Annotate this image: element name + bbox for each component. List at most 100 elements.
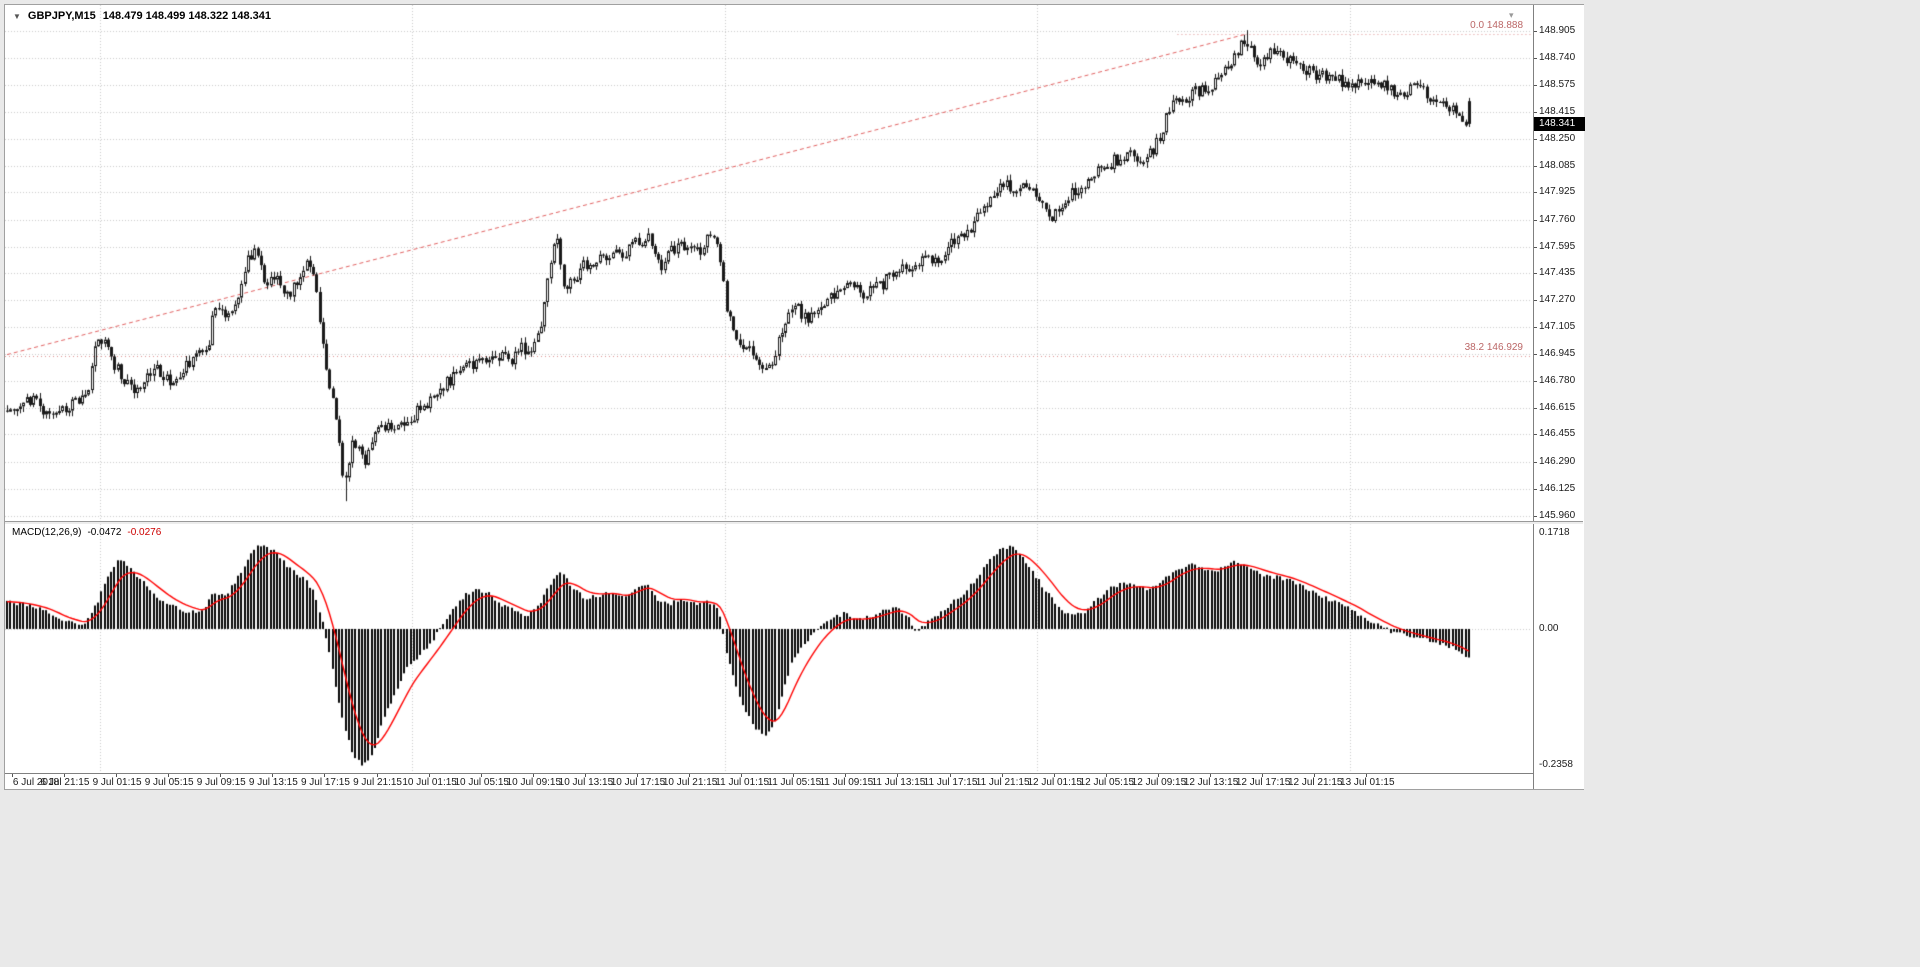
- price-axis-label: 148.905: [1539, 25, 1576, 36]
- time-axis-label: 6 Jul 21:15: [40, 777, 90, 788]
- price-axis-tick: [1534, 192, 1537, 193]
- macd-header: MACD(12,26,9) -0.0472 -0.0276: [12, 527, 161, 538]
- macd-main-value: -0.0472: [87, 527, 122, 538]
- time-axis-label: 11 Jul 05:15: [767, 777, 822, 788]
- price-axis-tick: [1534, 489, 1537, 490]
- price-axis-tick: [1534, 462, 1537, 463]
- time-axis-tick: [116, 774, 117, 777]
- panel-splitter[interactable]: [5, 521, 1583, 524]
- time-axis-tick: [845, 774, 846, 777]
- time-axis-label: 12 Jul 05:15: [1079, 777, 1135, 788]
- price-axis-tick: [1534, 85, 1537, 86]
- time-axis-tick: [1158, 774, 1159, 777]
- time-axis-label: 12 Jul 01:15: [1027, 777, 1082, 788]
- price-axis-tick: [1534, 434, 1537, 435]
- time-axis-label: 12 Jul 21:15: [1287, 777, 1343, 788]
- time-axis-tick: [168, 774, 169, 777]
- price-axis-label: 148.085: [1539, 160, 1576, 172]
- price-axis-label: 147.595: [1539, 240, 1576, 252]
- price-axis-label: 147.270: [1539, 294, 1576, 306]
- time-axis-label: 11 Jul 09:15: [819, 777, 874, 788]
- time-axis-label: 9 Jul 17:15: [300, 777, 350, 788]
- price-axis[interactable]: 148.341 148.905 148.740 148.575 148.415 148.…: [1533, 5, 1585, 789]
- price-axis-label: 146.945: [1539, 347, 1576, 359]
- time-axis[interactable]: 6 Jul 2018 6 Jul 21:15 9 Jul 01:15 9 Jul 05…: [5, 773, 1533, 789]
- time-axis-label: 9 Jul 05:15: [144, 777, 194, 788]
- time-axis-tick: [585, 774, 586, 777]
- time-axis-label: 10 Jul 01:15: [402, 777, 457, 788]
- time-axis-label: 10 Jul 09:15: [506, 777, 562, 788]
- time-axis-label: 12 Jul 17:15: [1235, 777, 1291, 788]
- price-axis-tick: [1534, 273, 1537, 274]
- price-axis-tick: [1534, 516, 1537, 517]
- price-axis-tick: [1534, 31, 1537, 32]
- time-axis-tick: [1002, 774, 1003, 777]
- time-axis-label: 9 Jul 09:15: [196, 777, 246, 788]
- one-click-trading-icon[interactable]: ▼: [13, 11, 21, 21]
- time-axis-tick: [793, 774, 794, 777]
- time-axis-tick: [533, 774, 534, 777]
- time-axis-label: 9 Jul 21:15: [353, 777, 402, 788]
- time-axis-tick: [377, 774, 378, 777]
- time-axis-tick: [689, 774, 690, 777]
- price-axis-label: 145.960: [1539, 510, 1576, 521]
- price-axis-tick: [1534, 408, 1537, 409]
- time-axis-label: 13 Jul 01:15: [1340, 777, 1395, 788]
- fibo-level-0-label: 0.0 148.888: [1470, 19, 1523, 31]
- price-axis-label: 147.435: [1539, 267, 1576, 279]
- fibo-level-382-label: 38.2 146.929: [1464, 342, 1523, 354]
- time-axis-tick: [481, 774, 482, 777]
- time-axis-tick: [272, 774, 273, 777]
- time-axis-label: 11 Jul 17:15: [923, 777, 978, 788]
- price-axis-label: 146.125: [1539, 482, 1576, 494]
- price-axis-label: 148.575: [1539, 79, 1576, 91]
- time-axis-tick: [637, 774, 638, 777]
- time-axis-tick: [1262, 774, 1263, 777]
- price-axis-label: 146.780: [1539, 374, 1576, 386]
- price-axis-tick: [1534, 220, 1537, 221]
- time-axis-tick: [1106, 774, 1107, 777]
- time-axis-label: 10 Jul 17:15: [610, 777, 666, 788]
- price-axis-tick: [1534, 166, 1537, 167]
- price-axis-tick: [1534, 381, 1537, 382]
- time-axis-tick: [741, 774, 742, 777]
- macd-axis-label: 0.1718: [1539, 527, 1570, 538]
- time-axis-tick: [1366, 774, 1367, 777]
- macd-axis-label: 0.00: [1539, 622, 1559, 634]
- macd-indicator-label: MACD(12,26,9): [12, 527, 82, 538]
- macd-signal-value: -0.0276: [127, 527, 162, 538]
- price-axis-label: 146.615: [1539, 402, 1576, 414]
- price-axis-tick: [1534, 58, 1537, 59]
- time-axis-tick: [950, 774, 951, 777]
- time-axis-label: 11 Jul 13:15: [871, 777, 926, 788]
- price-axis-tick: [1534, 247, 1537, 248]
- time-axis-label: 6 Jul 2018: [12, 777, 60, 788]
- time-axis-label: 9 Jul 01:15: [92, 777, 142, 788]
- price-axis-tick: [1534, 327, 1537, 328]
- macd-axis-label: -0.2358: [1539, 759, 1573, 770]
- price-axis-label: 147.105: [1539, 321, 1576, 333]
- price-axis-label: 147.925: [1539, 186, 1576, 198]
- price-axis-tick: [1534, 300, 1537, 301]
- time-axis-label: 12 Jul 13:15: [1183, 777, 1239, 788]
- price-chart-canvas[interactable]: [5, 5, 1532, 773]
- time-axis-label: 10 Jul 21:15: [662, 777, 718, 788]
- price-axis-label: 146.290: [1539, 455, 1576, 467]
- price-axis-label: 147.760: [1539, 213, 1576, 225]
- price-axis-tick: [1534, 139, 1537, 140]
- chart-shift-marker[interactable]: ▾: [1509, 10, 1514, 20]
- time-axis-tick: [897, 774, 898, 777]
- current-price-tag: 148.341: [1534, 116, 1585, 131]
- chart-header: ▼ GBPJPY,M15 148.479 148.499 148.322 148…: [13, 10, 271, 22]
- price-axis-tick: [1534, 112, 1537, 113]
- time-axis-label: 10 Jul 05:15: [454, 777, 509, 788]
- time-axis-tick: [324, 774, 325, 777]
- time-axis-tick: [1054, 774, 1055, 777]
- time-axis-label: 11 Jul 21:15: [975, 777, 1030, 788]
- price-axis-label: 148.250: [1539, 132, 1576, 144]
- time-axis-label: 10 Jul 13:15: [558, 777, 614, 788]
- chart-window: ▼ GBPJPY,M15 148.479 148.499 148.322 148…: [4, 4, 1585, 790]
- time-axis-label: 9 Jul 13:15: [248, 777, 298, 788]
- time-axis-tick: [220, 774, 221, 777]
